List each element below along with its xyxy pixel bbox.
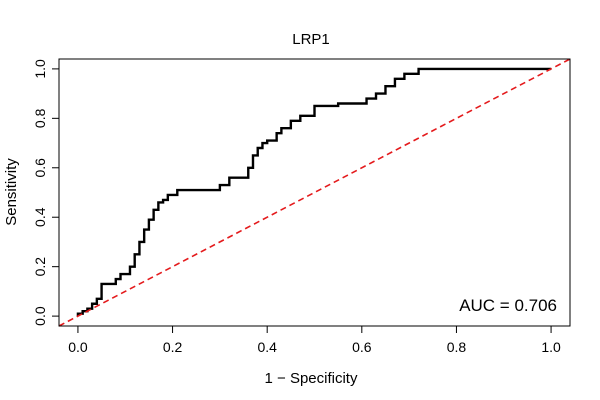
y-tick-label: 0.6 — [32, 158, 48, 178]
y-tick-label: 0.0 — [32, 306, 48, 326]
y-tick-label: 1.0 — [32, 59, 48, 79]
reference-diagonal-line — [58, 58, 571, 327]
x-axis-label: 1 − Specificity — [265, 370, 358, 387]
x-tick-label: 0.8 — [447, 339, 467, 355]
roc-curve-line — [76, 67, 552, 317]
auc-annotation: AUC = 0.706 — [459, 296, 557, 315]
x-tick-label: 0.6 — [352, 339, 372, 355]
plot-area — [58, 58, 571, 327]
x-tick-label: 1.0 — [541, 339, 561, 355]
y-axis: 0.0 0.2 0.4 0.6 0.8 1.0 — [32, 59, 60, 326]
x-tick-label: 0.0 — [68, 339, 88, 355]
x-axis: 0.0 0.2 0.4 0.6 0.8 1.0 — [68, 325, 561, 355]
y-tick-label: 0.8 — [32, 108, 48, 128]
y-tick-label: 0.4 — [32, 207, 48, 227]
chart-title: LRP1 — [292, 31, 330, 48]
y-axis-label: Sensitivity — [3, 158, 20, 226]
y-tick-label: 0.2 — [32, 257, 48, 277]
x-tick-label: 0.2 — [163, 339, 183, 355]
x-tick-label: 0.4 — [257, 339, 277, 355]
